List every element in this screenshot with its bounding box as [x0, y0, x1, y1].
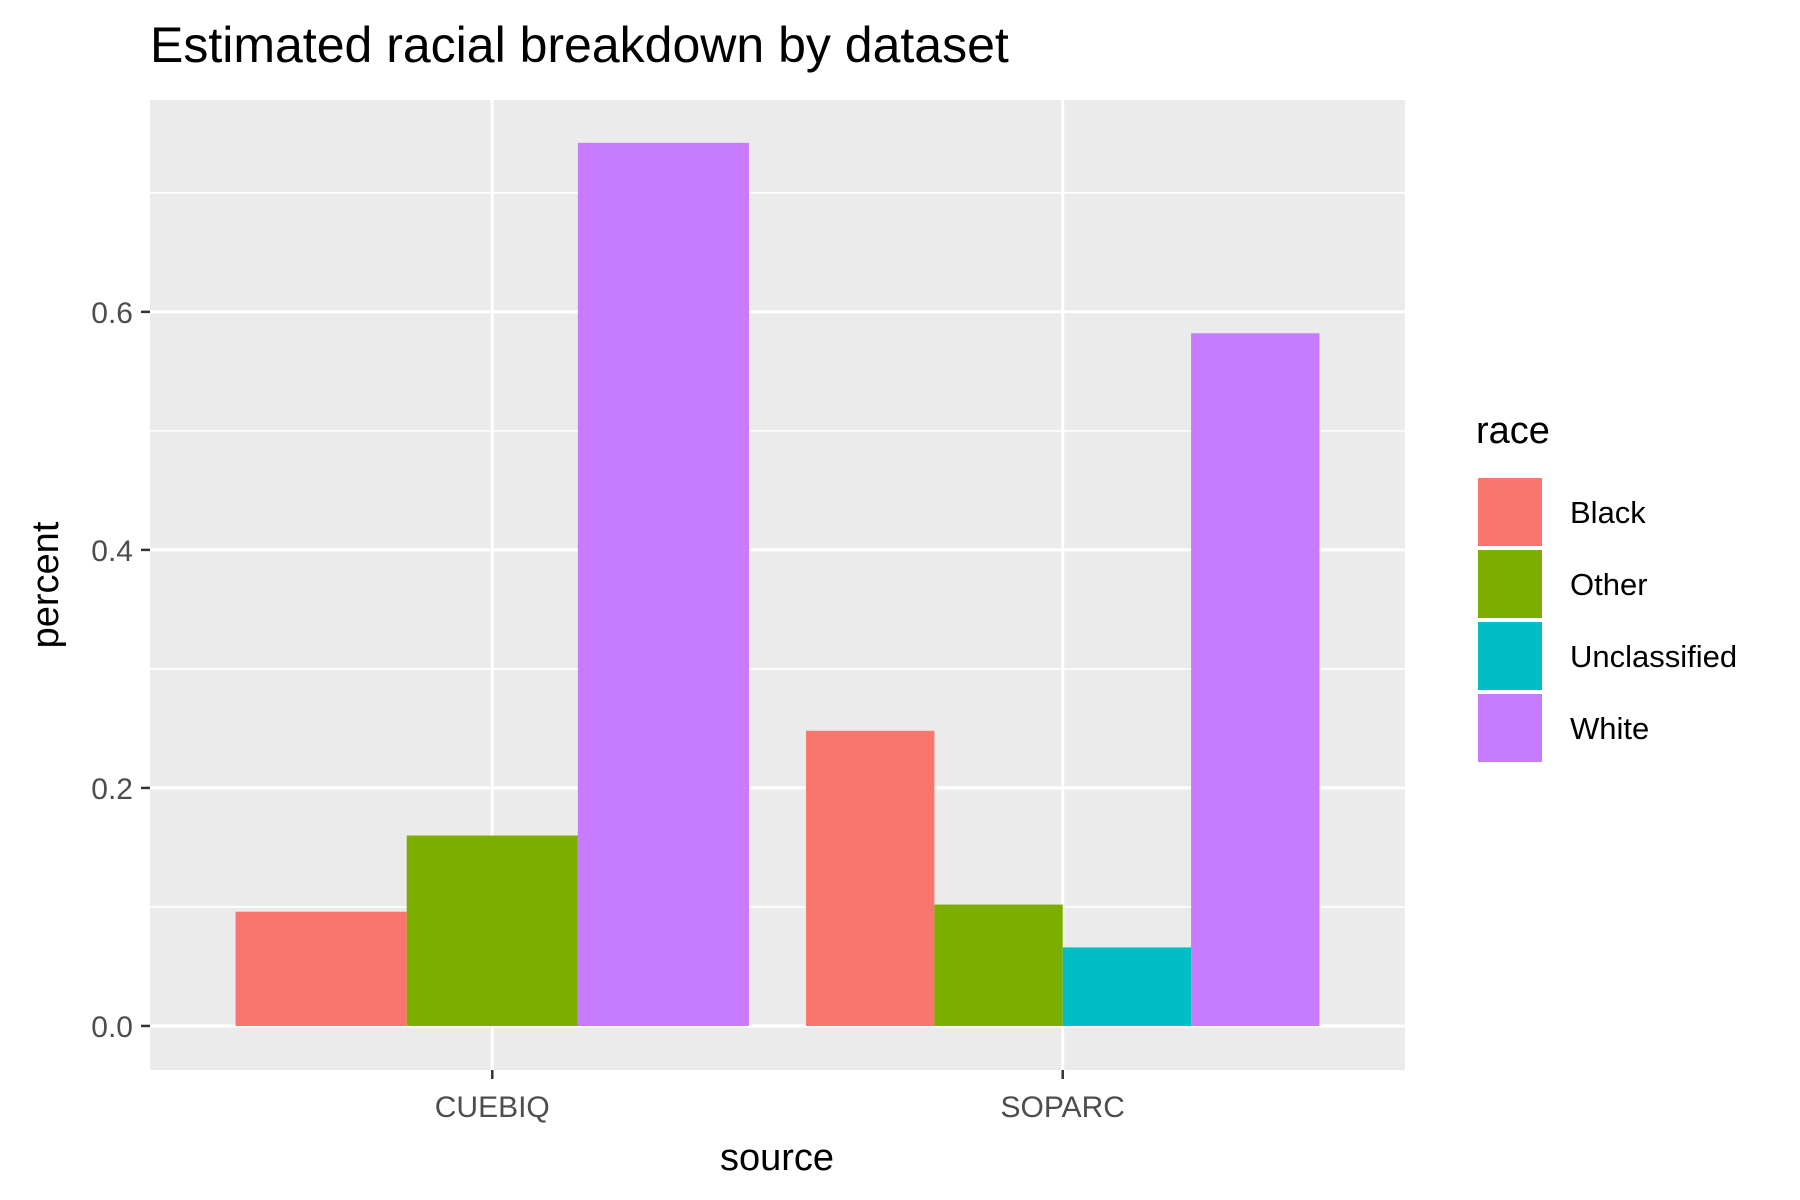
legend-label-unclassified: Unclassified	[1570, 639, 1737, 674]
y-tick-label: 0.6	[91, 297, 133, 330]
legend-title: race	[1476, 410, 1550, 452]
legend-label-other: Other	[1570, 567, 1648, 602]
legend-swatch-white	[1478, 694, 1542, 762]
chart-title: Estimated racial breakdown by dataset	[150, 17, 1009, 73]
y-tick-label: 0.2	[91, 773, 133, 806]
y-axis-title: percent	[25, 521, 67, 648]
x-axis: CUEBIQ SOPARC	[435, 1070, 1125, 1124]
legend: race Black Other Unclassified White	[1476, 410, 1737, 764]
legend-swatch-black	[1478, 478, 1542, 546]
bars	[235, 142, 1320, 1026]
legend-swatch-other	[1478, 550, 1542, 618]
bar-soparc-white	[1191, 333, 1320, 1026]
x-axis-title: source	[720, 1137, 834, 1179]
legend-label-black: Black	[1570, 495, 1646, 530]
y-tick-label: 0.0	[91, 1011, 133, 1044]
bar-cuebiq-white	[577, 142, 749, 1026]
bar-cuebiq-other	[406, 835, 578, 1026]
y-tick-label: 0.4	[91, 535, 133, 568]
x-tick-label: CUEBIQ	[435, 1091, 550, 1124]
bar-soparc-black	[806, 730, 935, 1026]
bar-soparc-other	[934, 904, 1063, 1026]
x-tick-label: SOPARC	[1000, 1091, 1124, 1124]
y-axis: 0.0 0.2 0.4 0.6	[91, 297, 150, 1044]
legend-label-white: White	[1570, 711, 1649, 746]
bar-soparc-unclassified	[1062, 947, 1192, 1026]
bar-cuebiq-black	[235, 911, 407, 1026]
legend-swatch-unclassified	[1478, 622, 1542, 690]
